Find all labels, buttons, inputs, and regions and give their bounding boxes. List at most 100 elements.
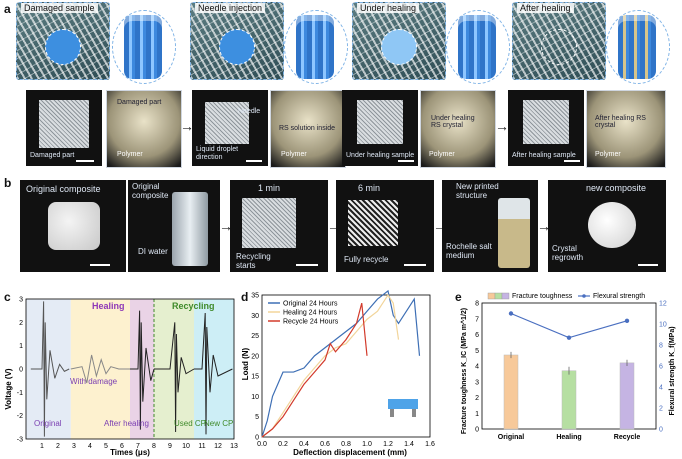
c-healing-label: Healing	[92, 301, 125, 311]
label-damaged-sample: Damaged sample	[21, 3, 98, 13]
d-xtick-label: 1.2	[383, 441, 393, 448]
cap-after-healing-sample: After healing sample	[512, 152, 576, 159]
c-ytick-label: 0	[19, 367, 23, 374]
e-strength-line	[510, 312, 628, 339]
sample-square-2	[205, 102, 249, 144]
cap-damaged-part-zoom: Damaged part	[117, 99, 162, 106]
e-ylabel-right: Flexural strength K_f(MPa)	[669, 326, 676, 415]
c-original: Original	[34, 419, 62, 428]
render-needle-injection: Needle injection	[190, 2, 284, 80]
cap-rochelle-salt: Rochelle salt medium	[446, 242, 492, 260]
cylinder-zoom-4	[606, 10, 670, 84]
c-ylabel: Voltage (V)	[4, 368, 13, 410]
c-ytick-label: -2	[17, 413, 23, 420]
d-ytick-label: 25	[251, 333, 259, 340]
photo-recycling-6min: 6 min Fully recycle	[336, 180, 434, 272]
cap-fully-recycle: Fully recycle	[344, 255, 389, 264]
photo-new-composite: new composite Crystal regrowth	[548, 180, 666, 272]
recycling-structure	[242, 198, 296, 248]
cap-polymer-3: Polymer	[429, 151, 455, 158]
c-ytick-label: 2	[19, 320, 23, 327]
d-ytick-label: 30	[251, 313, 259, 320]
d-legend-label: Recycle 24 Hours	[283, 319, 339, 326]
e-legend-label: Flexural strength	[593, 293, 645, 300]
e-category-label: Recycle	[614, 434, 641, 441]
scale-bar-3	[398, 160, 414, 162]
flow-arrow-b4: →	[537, 218, 551, 234]
d-ylabel: Load (N)	[241, 347, 250, 380]
sample-square	[39, 100, 89, 148]
scale-bar-2	[246, 160, 262, 162]
cap-polymer-4: Polymer	[595, 151, 621, 158]
c-xtick-label: 6	[120, 443, 124, 450]
e-ytick-right: 10	[659, 322, 667, 329]
c-signal-line	[70, 354, 130, 384]
cap-1min: 1 min	[258, 183, 281, 193]
e-bar	[619, 362, 635, 430]
vial	[172, 192, 208, 266]
beam-specimen-illustration	[388, 399, 418, 417]
c-signal-line	[30, 301, 70, 437]
e-ytick-left: 8	[475, 301, 479, 308]
e-ylabel-left: Fracture toughness K_IC (MPa m^1/2)	[460, 308, 468, 434]
cap-rs-solution: RS solution inside	[279, 125, 336, 132]
e-ytick-left: 1	[475, 411, 479, 418]
e-ytick-left: 5	[475, 348, 479, 355]
render-after-healing: After healing	[512, 2, 606, 80]
cap-damaged-part: Damaged part	[30, 152, 75, 159]
d-xtick-label: 1.0	[362, 441, 372, 448]
cylinder-zoom-1	[112, 10, 176, 84]
sample-square-3	[357, 100, 403, 144]
e-strength-point	[508, 311, 514, 316]
damage-hole	[45, 29, 81, 65]
e-ytick-right: 2	[659, 406, 663, 413]
e-legend-label: Fracture toughness	[512, 293, 573, 300]
e-ytick-right: 0	[659, 427, 663, 434]
e-ytick-right: 6	[659, 364, 663, 371]
c-xtick-label: 5	[104, 443, 108, 450]
e-ytick-left: 2	[475, 395, 479, 402]
c-xtick-label: 13	[230, 443, 238, 450]
d-xtick-label: 0.4	[299, 441, 309, 448]
scale-bar-b4	[638, 264, 658, 266]
panel-c-letter: c	[4, 290, 11, 304]
scale-bar-4	[564, 160, 580, 162]
cylinder-zoom-2	[284, 10, 348, 84]
photo-original-composite: Original composite	[20, 180, 126, 272]
e-ytick-left: 7	[475, 316, 479, 323]
recycled-structure	[348, 200, 398, 246]
cap-di-water: DI water	[138, 247, 168, 256]
healed-hole	[541, 29, 577, 65]
cap-new-composite: new composite	[586, 183, 647, 193]
d-series-line	[261, 302, 368, 438]
zoom-needle: RS solution inside Polymer	[270, 90, 346, 168]
photo-vial-di-water: Original composite DI water	[128, 180, 220, 272]
cylinder-insert-2	[296, 15, 334, 79]
cylinder-insert-1	[124, 15, 162, 79]
scale-bar-b2	[296, 264, 318, 266]
e-bar	[561, 370, 577, 430]
flow-arrow-b1: →	[219, 218, 233, 234]
e-strength-point	[624, 318, 630, 324]
c-signal-line	[154, 322, 195, 433]
c-with-damage: With damage	[70, 377, 118, 386]
healing-hole	[381, 29, 417, 65]
label-needle-injection: Needle injection	[195, 3, 266, 13]
c-ytick-label: -1	[17, 390, 23, 397]
cap-polymer-2: Polymer	[281, 151, 307, 158]
d-ytick-label: 5	[255, 414, 259, 421]
panel-b-letter: b	[4, 176, 12, 190]
d-legend-label: Healing 24 Hours	[283, 310, 338, 317]
scale-bar-b1	[90, 264, 110, 266]
c-signal-line	[130, 310, 155, 430]
c-signal-line	[194, 312, 233, 435]
photo-rochelle-salt: New printed structure Rochelle salt medi…	[442, 180, 538, 272]
cylinder-insert-3	[458, 15, 496, 79]
zoom-damaged: Damaged part Polymer	[106, 90, 182, 168]
e-ytick-right: 4	[659, 385, 663, 392]
panel-d-letter: d	[241, 290, 249, 304]
photo-under-healing: Under healing sample	[342, 90, 418, 166]
e-legend-marker	[582, 294, 586, 298]
d-ytick-label: 10	[251, 394, 259, 401]
